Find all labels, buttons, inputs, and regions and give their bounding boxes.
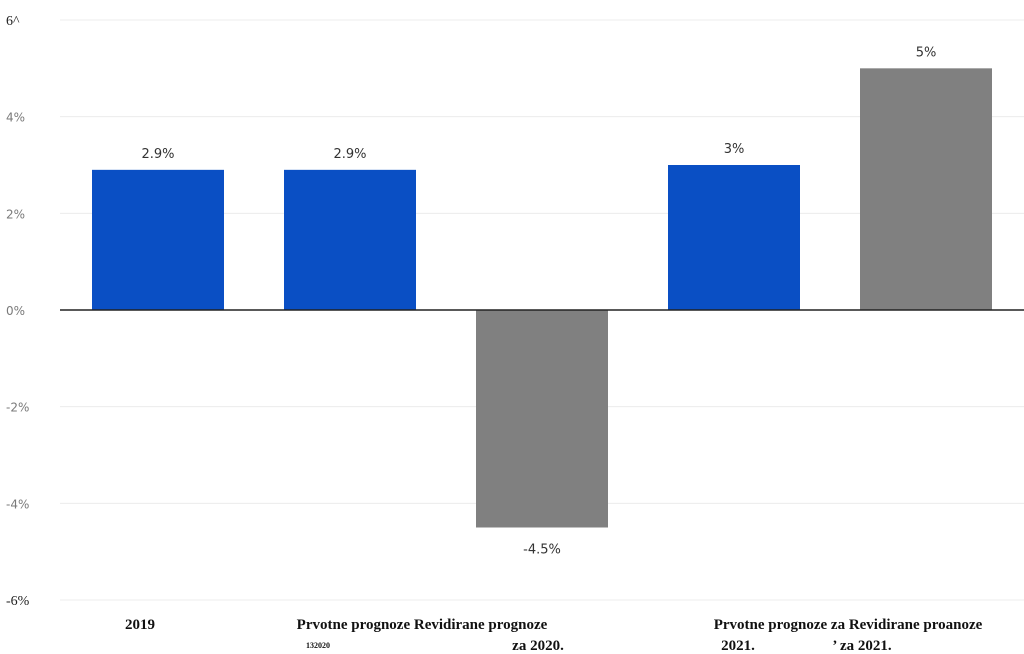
- bars: [92, 68, 992, 528]
- y-tick-label: -2%: [6, 401, 29, 415]
- bar: [668, 165, 800, 310]
- category-label-2020-line2: za 2020.: [512, 638, 564, 654]
- category-label-2020-small: 132020: [306, 641, 330, 650]
- y-tick-label: -6%: [6, 594, 30, 609]
- y-tick-label: 2%: [6, 207, 25, 221]
- category-label-2019: 2019: [125, 617, 155, 633]
- y-tick-label: 4%: [6, 111, 25, 125]
- y-tick-label: 0%: [6, 304, 25, 318]
- category-label-2020-line1: Prvotne prognoze Revidirane prognoze: [297, 617, 548, 633]
- category-labels: 2019 Prvotne prognoze Revidirane prognoz…: [125, 617, 983, 654]
- bar: [476, 310, 608, 528]
- category-label-2021-line1: Prvotne prognoze za Revidirane proanoze: [714, 617, 983, 633]
- bar-value-label: 5%: [916, 45, 937, 60]
- bar-value-label: 2.9%: [141, 147, 174, 162]
- bar: [284, 169, 416, 310]
- y-axis-ticks: 6^ 4% 2% 0% -2% -4% -6%: [6, 14, 30, 609]
- category-label-2021-line2b: ’ za 2021.: [832, 638, 892, 654]
- bar: [860, 68, 992, 310]
- y-tick-label: 6^: [6, 14, 20, 29]
- category-label-2021-line2a: 2021.: [721, 638, 755, 654]
- data-labels: 2.9% 2.9% -4.5% 3% 5%: [141, 45, 936, 557]
- bar-value-label: -4.5%: [523, 543, 561, 558]
- bar: [92, 169, 224, 310]
- bar-value-label: 3%: [724, 142, 745, 157]
- y-tick-label: -4%: [6, 497, 29, 511]
- bar-value-label: 2.9%: [333, 147, 366, 162]
